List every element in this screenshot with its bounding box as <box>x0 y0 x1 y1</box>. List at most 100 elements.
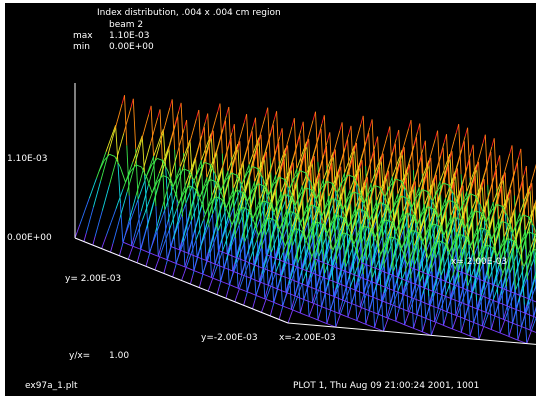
surface-line-segment <box>485 312 490 320</box>
surface-line-segment <box>101 201 106 211</box>
surface-line-segment <box>344 293 349 301</box>
surface-line-segment <box>246 261 250 269</box>
surface-cross-line <box>433 208 440 220</box>
surface-line-segment <box>218 220 223 228</box>
z-axis-top-label: 1.10E-03 <box>7 154 48 164</box>
surface-line-segment <box>318 230 322 237</box>
surface-line-segment <box>163 236 168 244</box>
surface-cross-line <box>244 275 251 279</box>
surface-cross-line <box>505 319 511 323</box>
surface-line-segment <box>376 193 380 201</box>
surface-line-segment <box>474 175 479 226</box>
surface-line-segment <box>244 170 248 178</box>
surface-line-segment <box>207 284 211 292</box>
surface-line-segment <box>502 172 506 182</box>
surface-line-segment <box>154 117 159 127</box>
surface-cross-line <box>265 254 272 258</box>
surface-line-segment <box>208 216 212 224</box>
surface-line-segment <box>299 199 303 207</box>
surface-cross-line <box>533 227 536 234</box>
surface-line-segment <box>331 163 335 214</box>
surface-line-segment <box>357 124 362 134</box>
surface-line-segment <box>153 149 157 157</box>
surface-line-segment <box>159 109 163 160</box>
surface-line-segment <box>187 178 191 188</box>
surface-line-segment <box>394 207 398 215</box>
surface-line-segment <box>123 124 127 134</box>
surface-line-segment <box>363 210 367 218</box>
surface-cross-line <box>526 313 532 317</box>
surface-line-segment <box>397 186 401 194</box>
surface-line-segment <box>282 257 286 267</box>
surface-line-segment <box>287 145 291 196</box>
surface-line-segment <box>533 233 536 281</box>
surface-line-segment <box>388 267 392 277</box>
surface-line-segment <box>265 235 269 286</box>
surface-line-segment <box>503 310 507 320</box>
surface-line-segment <box>203 261 207 271</box>
surface-line-segment <box>83 232 87 242</box>
surface-cross-line <box>353 176 360 188</box>
surface-line-segment <box>438 262 442 272</box>
surface-line-segment <box>491 211 496 221</box>
surface-line-segment <box>157 247 162 257</box>
surface-cross-line <box>416 189 423 197</box>
surface-cross-line <box>385 197 392 214</box>
surface-cross-line <box>260 266 267 270</box>
surface-line-segment <box>130 98 134 108</box>
surface-line-segment <box>129 174 133 184</box>
surface-cross-line <box>332 215 339 223</box>
surface-cross-line <box>319 320 326 324</box>
surface-line-segment <box>352 253 357 263</box>
surface-cross-line <box>279 230 286 247</box>
surface-line-segment <box>296 161 300 169</box>
surface-cross-line <box>252 166 259 170</box>
surface-line-segment <box>345 196 349 203</box>
surface-line-segment <box>184 258 188 268</box>
surface-line-segment <box>325 218 329 226</box>
surface-line-segment <box>404 278 409 287</box>
surface-line-segment <box>376 205 380 214</box>
surface-line-segment <box>464 127 469 137</box>
surface-cross-line <box>290 211 296 215</box>
surface-line-segment <box>304 152 309 203</box>
surface-cross-line <box>175 247 182 251</box>
surface-line-segment <box>393 171 398 181</box>
surface-line-segment <box>315 137 320 147</box>
surface-cross-line <box>459 199 466 212</box>
surface-line-segment <box>131 236 135 246</box>
surface-line-segment <box>280 154 284 162</box>
surface-line-segment <box>386 275 390 285</box>
surface-line-segment <box>472 175 476 185</box>
surface-cross-line <box>433 240 440 248</box>
surface-line-segment <box>247 279 252 289</box>
surface-line-segment <box>251 194 255 204</box>
surface-cross-line <box>399 322 405 326</box>
surface-cross-line <box>351 303 357 307</box>
surface-line-segment <box>408 221 412 229</box>
surface-cross-line <box>247 202 254 219</box>
surface-line-segment <box>213 227 217 237</box>
surface-line-segment <box>384 246 388 256</box>
surface-cross-line <box>337 180 344 193</box>
surface-cross-line <box>308 301 315 305</box>
surface-line-segment <box>461 141 465 150</box>
surface-line-segment <box>364 177 368 187</box>
surface-line-segment <box>135 186 139 196</box>
surface-cross-line <box>125 170 132 183</box>
surface-line-segment <box>336 199 340 207</box>
surface-cross-line <box>441 279 447 283</box>
surface-line-segment <box>348 125 352 135</box>
surface-line-segment <box>505 245 509 253</box>
surface-line-segment <box>279 232 283 241</box>
surface-line-segment <box>470 289 474 299</box>
surface-line-segment <box>173 224 177 264</box>
surface-cross-line <box>396 238 403 250</box>
surface-line-segment <box>335 208 340 218</box>
surface-cross-line <box>383 315 389 319</box>
surface-cross-line <box>313 258 320 262</box>
surface-line-segment <box>396 254 400 262</box>
surface-line-segment <box>322 294 326 303</box>
surface-line-segment <box>190 163 194 171</box>
surface-line-segment <box>219 251 223 259</box>
